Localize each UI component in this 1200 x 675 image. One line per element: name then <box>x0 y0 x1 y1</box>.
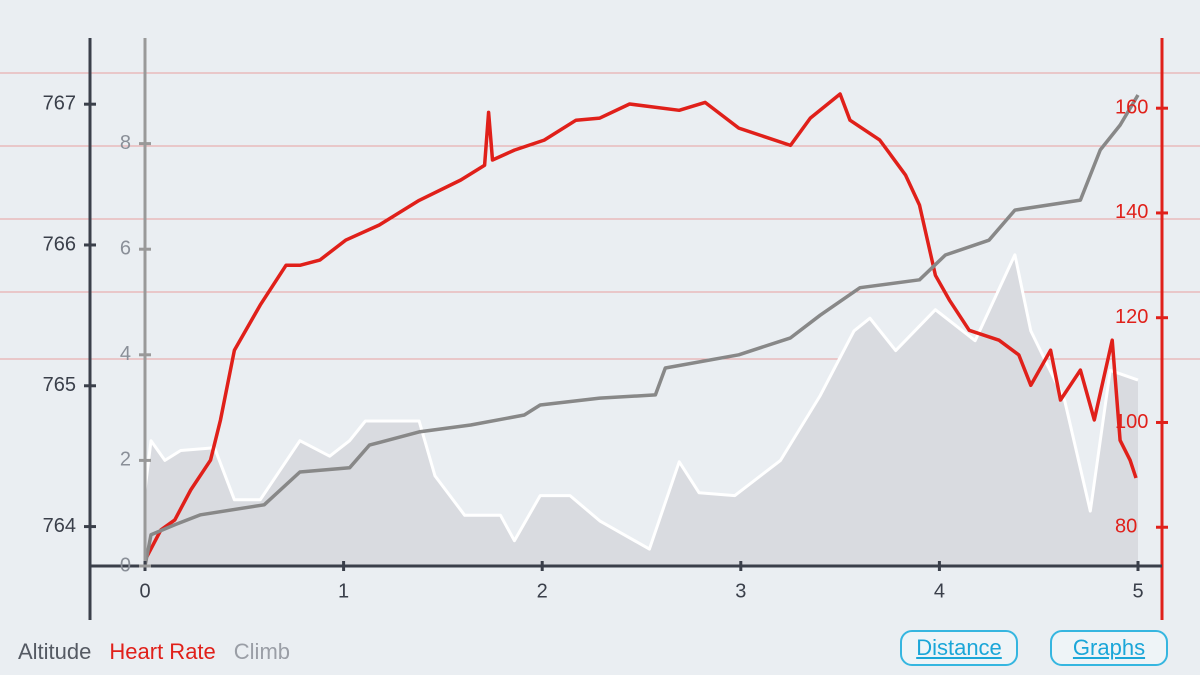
y3-tick-label: 6 <box>120 237 131 259</box>
graphs-button[interactable]: Graphs <box>1050 630 1168 666</box>
legend-entry: Altitude <box>18 639 91 664</box>
x-tick-label: 2 <box>537 580 548 602</box>
series-line <box>143 92 1138 562</box>
y2-tick-label: 80 <box>1115 516 1137 538</box>
series-line <box>143 94 1140 567</box>
y3-tick-label: 2 <box>120 449 131 471</box>
y3-tick-label: 8 <box>120 132 131 154</box>
y-tick-label: 766 <box>43 233 76 255</box>
x-tick-label: 3 <box>735 580 746 602</box>
x-tick-label: 5 <box>1132 580 1143 602</box>
x-tick-label: 4 <box>934 580 945 602</box>
legend-entry: Heart Rate <box>109 639 215 664</box>
y2-tick-label: 160 <box>1115 96 1148 118</box>
plot <box>143 92 1140 567</box>
y3-tick-label: 0 <box>120 554 131 576</box>
y3-tick-label: 4 <box>120 343 131 365</box>
x-tick-label: 1 <box>338 580 349 602</box>
y2-tick-label: 100 <box>1115 411 1148 433</box>
altitude-area <box>145 254 1138 567</box>
altitude-outline <box>143 253 1139 551</box>
y2-tick-label: 120 <box>1115 306 1148 328</box>
x-tick-label: 0 <box>139 580 150 602</box>
y2-tick-label: 140 <box>1115 201 1148 223</box>
distance-button[interactable]: Distance <box>900 630 1018 666</box>
y-tick-label: 767 <box>43 92 76 114</box>
y-tick-label: 765 <box>43 374 76 396</box>
y-tick-label: 764 <box>43 515 76 537</box>
legend: Altitude Heart Rate Climb <box>18 639 290 664</box>
legend-entry: Climb <box>234 639 290 664</box>
